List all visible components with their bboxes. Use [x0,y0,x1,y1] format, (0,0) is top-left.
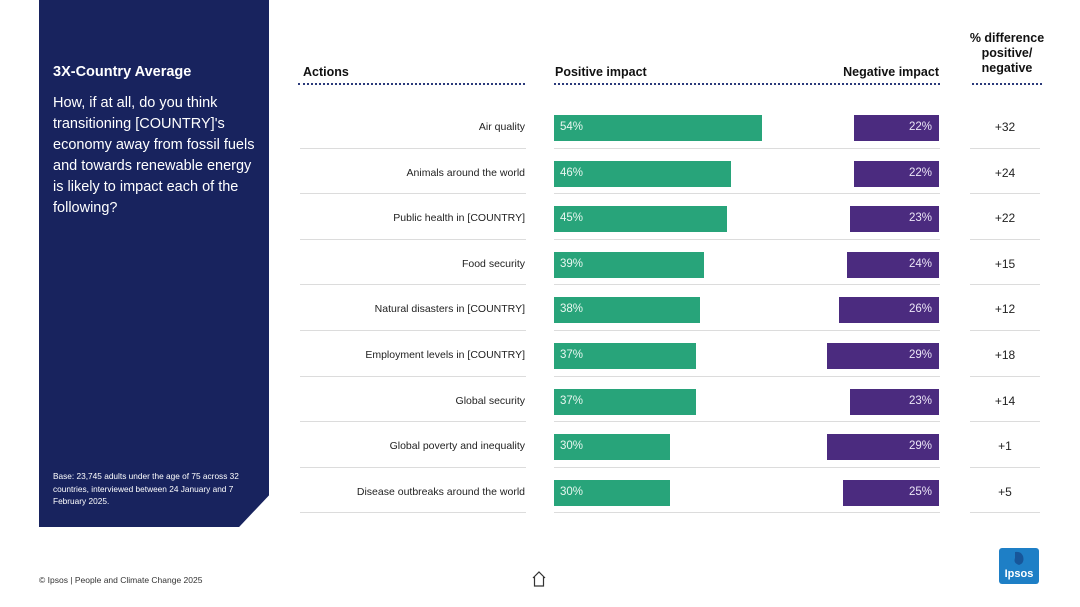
row-separator [300,193,526,195]
difference-value: +5 [998,484,1012,499]
row-label: Employment levels in [COUNTRY] [365,349,525,361]
negative-value-label: 23% [908,212,932,225]
ipsos-logo: Ipsos [999,548,1039,584]
negative-bar: 24% [846,251,939,278]
negative-bar: 25% [842,479,939,506]
base-note: Base: 23,745 adults under the age of 75 … [53,471,239,506]
row-separator [970,421,1040,423]
positive-value-label: 39% [560,257,584,270]
difference-header: % difference positive/ negative [969,31,1045,75]
row-separator [300,238,526,240]
positive-value-label: 30% [560,440,584,453]
footer-copyright: © Ipsos | People and Climate Change 2025 [39,575,203,585]
negative-value-label: 25% [908,485,932,498]
difference-value: +32 [994,120,1016,134]
negative-value-label: 22% [908,166,932,179]
negative-value-label: 23% [908,394,932,407]
row-separator [300,330,526,331]
row-separator [970,375,1040,377]
row-separator [970,512,1040,514]
positive-bar: 45% [554,206,728,233]
negative-value-label: 22% [908,121,932,133]
negative-bar: 29% [827,434,939,461]
row-separator [970,147,1040,149]
positive-value-label: 38% [560,303,584,316]
row-separator [554,193,940,195]
positive-bar: 37% [554,343,697,369]
negative-value-label: 29% [908,440,932,453]
row-separator [554,147,940,149]
negative-value-label: 26% [908,303,932,316]
row-label: Air quality [478,121,525,133]
row-separator [300,375,526,377]
row-separator [300,147,526,149]
row-separator [970,466,1040,468]
positive-header: Positive impact [555,65,647,79]
row-label: Animals around the world [406,166,525,179]
positive-bar: 39% [554,251,705,278]
difference-value: +22 [994,211,1016,226]
difference-value: +12 [994,302,1016,317]
row-separator [554,421,940,423]
positive-value-label: 45% [560,212,584,225]
difference-value: +15 [994,256,1016,271]
row-separator [554,330,940,331]
impact-header-rule [554,83,940,85]
row-separator [300,512,526,514]
positive-value-label: 30% [560,485,584,498]
positive-bar: 30% [554,479,670,506]
positive-bar: 30% [554,434,670,461]
difference-value: +1 [998,439,1012,454]
survey-question: How, if at all, do you think transitioni… [53,95,255,216]
row-label: Disease outbreaks around the world [356,485,525,498]
row-separator [300,466,526,468]
row-separator [970,284,1040,286]
actions-header-rule [298,83,525,85]
row-label: Food security [461,257,525,270]
row-separator [300,421,526,423]
row-separator [554,284,940,286]
row-separator [554,466,940,468]
row-separator [554,512,940,514]
row-label: Global poverty and inequality [389,440,525,453]
actions-header: Actions [303,65,349,79]
negative-header: Negative impact [843,65,939,79]
negative-bar: 22% [854,160,939,187]
positive-bar: 54% [554,115,762,141]
positive-bar: 46% [554,160,732,187]
row-label: Natural disasters in [COUNTRY] [374,303,525,316]
logo-text: Ipsos [1005,568,1034,580]
difference-header-rule [972,83,1042,85]
side-panel: 3X-Country Average How, if at all, do yo… [39,0,269,527]
negative-value-label: 24% [908,257,932,270]
positive-value-label: 54% [560,121,584,133]
positive-value-label: 37% [560,349,584,361]
positive-value-label: 37% [560,394,584,407]
row-label: Global security [455,394,525,407]
positive-bar: 38% [554,297,701,324]
row-separator [970,330,1040,331]
negative-bar: 23% [850,206,939,233]
row-separator [970,193,1040,195]
row-separator [300,284,526,286]
difference-value: +14 [994,393,1016,408]
positive-value-label: 46% [560,166,584,179]
home-icon[interactable] [531,570,547,588]
difference-value: +18 [994,348,1016,362]
row-separator [970,238,1040,240]
negative-bar: 26% [838,297,939,324]
negative-bar: 29% [827,343,939,369]
row-separator [554,375,940,377]
row-separator [554,238,940,240]
positive-bar: 37% [554,388,697,415]
negative-bar: 22% [854,115,939,141]
negative-bar: 23% [850,388,939,415]
difference-value: +24 [994,165,1016,180]
negative-value-label: 29% [908,349,932,361]
panel-heading: 3X-Country Average [53,64,192,80]
row-label: Public health in [COUNTRY] [393,212,525,225]
